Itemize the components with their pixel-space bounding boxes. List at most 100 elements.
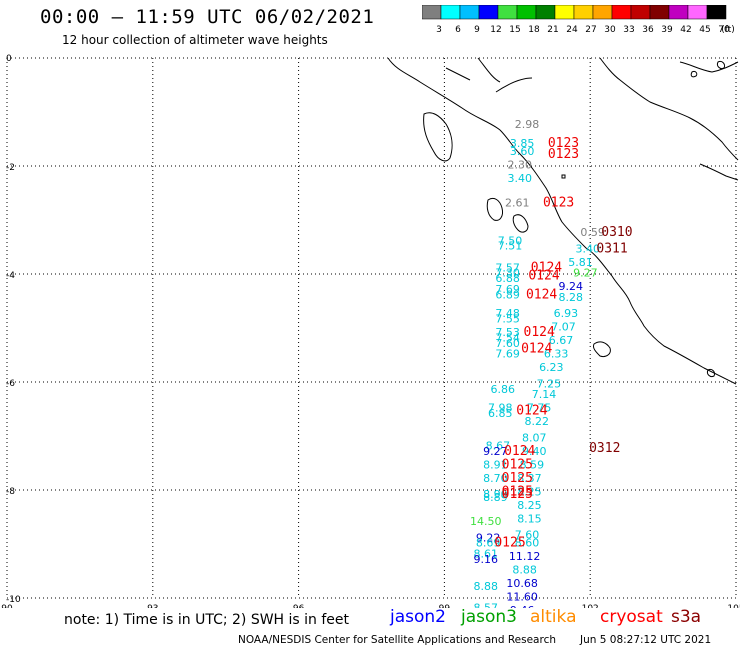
x-tick-label: 90 bbox=[1, 604, 13, 608]
swh-value: 11.12 bbox=[509, 550, 541, 563]
swh-value: 9.16 bbox=[473, 553, 498, 566]
swh-value: 3.60 bbox=[510, 145, 535, 158]
swh-value: 8.91 bbox=[483, 458, 508, 471]
swh-value: 8.15 bbox=[517, 512, 542, 525]
swh-value: 6.86 bbox=[490, 383, 515, 396]
x-tick-label: 102 bbox=[582, 604, 599, 608]
swh-value: 8.61 bbox=[473, 548, 498, 561]
colorbar-label: 3 bbox=[436, 25, 442, 35]
pass-time: 0124 bbox=[528, 268, 559, 283]
swh-value: 7.55 bbox=[495, 313, 520, 326]
y-tick-label: -8 bbox=[6, 487, 15, 497]
swh-value: 7.98 bbox=[488, 402, 513, 415]
island-small-1 bbox=[707, 369, 715, 377]
swh-value: 8.28 bbox=[559, 291, 584, 304]
swh-value: 8.59 bbox=[520, 458, 545, 471]
wave-height-colorbar: 3 6 9 12 15 18 21 24 27 30 33 36 39 42 45 70(ft) bbox=[422, 5, 734, 35]
pass-time: 0124 bbox=[521, 341, 552, 356]
island-siberut bbox=[512, 214, 529, 233]
swh-value: 11.60 bbox=[506, 591, 538, 604]
pass-time: 0312 bbox=[589, 441, 620, 456]
swh-value: 3.40 bbox=[507, 172, 532, 185]
swh-value: 8.37 bbox=[517, 472, 542, 485]
swh-value: 7.50 bbox=[498, 234, 523, 247]
time-labels: 0123012301230310031101240124012401240124… bbox=[494, 136, 632, 551]
swh-value: 7.69 bbox=[495, 348, 520, 361]
x-tick-label: 93 bbox=[147, 604, 158, 608]
swh-value: 9.40 bbox=[522, 445, 547, 458]
swh-value: 9.27 bbox=[483, 445, 508, 458]
swh-value: 9.24 bbox=[559, 280, 584, 293]
swh-value: 8.88 bbox=[512, 564, 537, 577]
colorbar-label: 24 bbox=[566, 25, 578, 35]
colorbar-label: 9 bbox=[474, 25, 480, 35]
sumatra-inland-outline bbox=[445, 57, 533, 93]
pass-time: 0123 bbox=[548, 147, 579, 162]
altimeter-map: 909396991021050-2-4-6-8-10 2.983.853.602… bbox=[1, 54, 740, 608]
x-tick-label: 96 bbox=[293, 604, 305, 608]
swh-value: 8.70 bbox=[483, 472, 508, 485]
swh-labels: 2.983.853.602.303.402.610.597.507.51 3.40… bbox=[470, 118, 605, 608]
y-tick-label: 0 bbox=[6, 54, 12, 64]
pass-time: 0125 bbox=[502, 484, 533, 499]
satellite-legend-jason2: jason2 bbox=[390, 607, 446, 627]
pass-time: 0125 bbox=[502, 471, 533, 486]
colorbar-label: 6 bbox=[455, 25, 461, 35]
swh-value: 7.07 bbox=[551, 321, 576, 334]
swh-value: 7.75 bbox=[527, 402, 552, 415]
pass-time: 0123 bbox=[548, 136, 579, 151]
swh-value: 7.25 bbox=[537, 377, 562, 390]
colorbar-label: 12 bbox=[490, 25, 501, 35]
swh-value: 0.59 bbox=[580, 226, 605, 239]
colorbar-swatch bbox=[706, 5, 727, 20]
pass-time: 0124 bbox=[531, 260, 562, 275]
pass-time: 0125 bbox=[502, 487, 533, 502]
pass-time: 0123 bbox=[543, 196, 574, 211]
colorbar-label: 27 bbox=[585, 25, 596, 35]
colorbar-label: 45 bbox=[699, 25, 710, 35]
island-tiny bbox=[561, 174, 566, 179]
swh-value: 6.93 bbox=[554, 307, 579, 320]
swh-value: 7.30 bbox=[495, 267, 520, 280]
swh-value: 7.60 bbox=[515, 529, 540, 542]
swh-value: 8.22 bbox=[524, 415, 549, 428]
swh-value: 8.25 bbox=[517, 499, 542, 512]
swh-value: 14.50 bbox=[470, 515, 502, 528]
swh-value: 7.53 bbox=[495, 326, 520, 339]
swh-value: 7.51 bbox=[498, 240, 523, 253]
pass-time: 0310 bbox=[601, 225, 632, 240]
y-tick-label: -2 bbox=[6, 163, 15, 173]
y-tick-label: -4 bbox=[6, 271, 15, 281]
swh-value: 7.60 bbox=[495, 337, 520, 350]
swh-value: 9.46 bbox=[510, 604, 535, 608]
pass-time: 0124 bbox=[524, 325, 555, 340]
footer-note: note: 1) Time is in UTC; 2) SWH is in fe… bbox=[64, 612, 350, 628]
pass-time: 0124 bbox=[504, 444, 535, 459]
swh-value: 8.60 bbox=[515, 537, 540, 550]
swh-value: 6.89 bbox=[495, 288, 520, 301]
swh-value: 7.48 bbox=[495, 307, 520, 320]
island-simeulue bbox=[423, 112, 453, 162]
swh-value: 8.57 bbox=[473, 602, 498, 609]
x-tick-label: 99 bbox=[439, 604, 451, 608]
map-subtitle: 12 hour collection of altimeter wave hei… bbox=[62, 33, 328, 47]
island-nias bbox=[486, 197, 503, 221]
coastline bbox=[387, 57, 739, 385]
colorbar-label: 30 bbox=[604, 25, 616, 35]
pass-time: 0125 bbox=[502, 457, 533, 472]
colorbar-label: 70 bbox=[718, 25, 730, 35]
swh-value: 2.98 bbox=[515, 118, 540, 131]
colorbar-label: 42 bbox=[680, 25, 691, 35]
satellite-legend-s3a: s3a bbox=[671, 607, 702, 627]
satellite-legend-altika: altika bbox=[530, 607, 577, 627]
swh-value: 8.90 bbox=[483, 488, 508, 501]
swh-value: 8.25 bbox=[517, 485, 542, 498]
swh-value: 9.22 bbox=[476, 531, 501, 544]
satellite-legend-cryosat: cryosat bbox=[600, 607, 663, 627]
y-tick-label: -10 bbox=[6, 595, 21, 605]
credit-line: NOAA/NESDIS Center for Satellite Applica… bbox=[238, 634, 556, 646]
swh-value: 3.85 bbox=[510, 137, 535, 150]
colorbar-label: 33 bbox=[623, 25, 634, 35]
swh-value: 8.67 bbox=[486, 440, 511, 453]
swh-value: 9.27 bbox=[573, 267, 598, 280]
